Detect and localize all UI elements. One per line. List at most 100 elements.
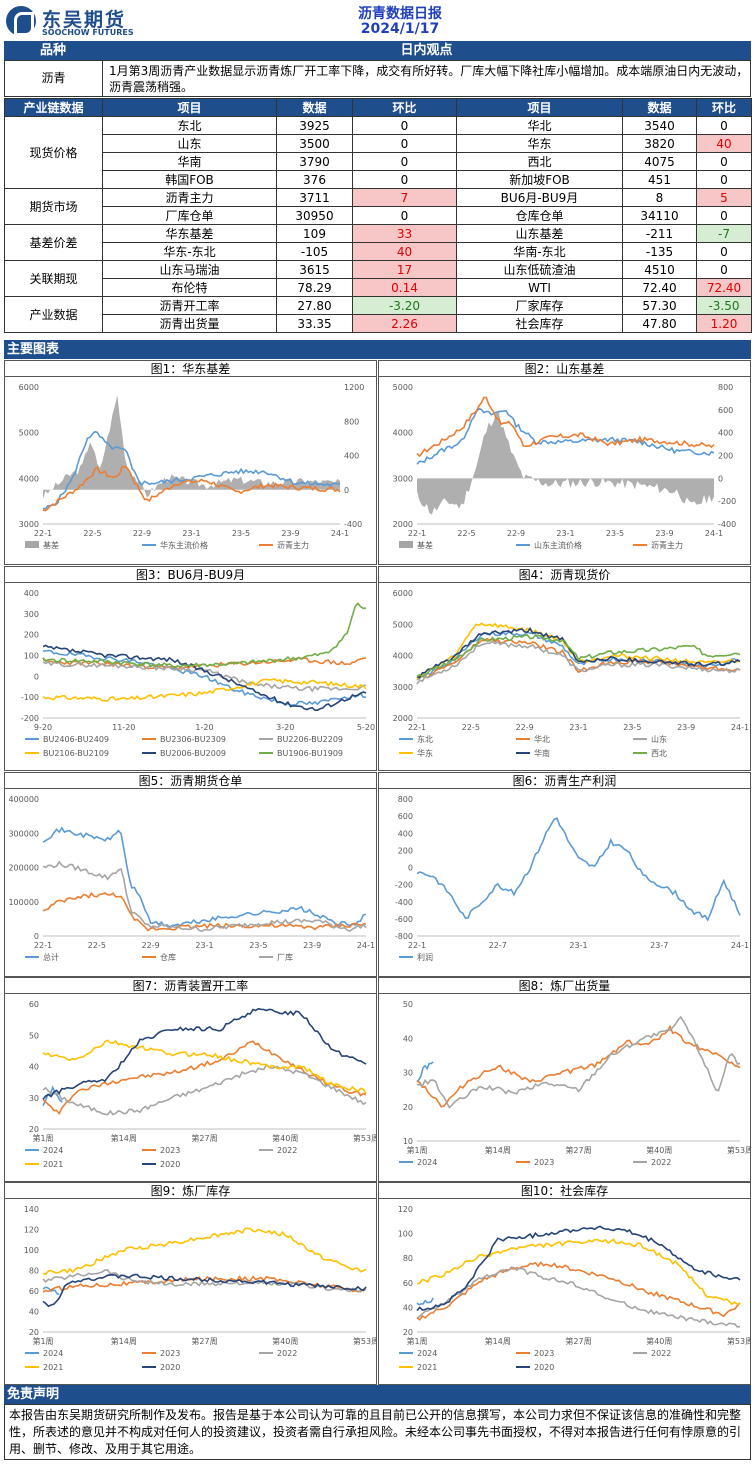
table-cell-item: 华北: [456, 116, 623, 135]
chart-title: 图3：BU6月-BU9月: [5, 567, 376, 583]
series-line: [416, 1297, 434, 1306]
table-category: 期货市场: [4, 188, 103, 225]
y2-tick-label: -200: [718, 497, 736, 506]
x-tick-label: 22-1: [408, 529, 426, 538]
y-tick-label: 5000: [19, 429, 39, 438]
series-line: [416, 1266, 741, 1328]
table-cell-item: 山东马瑞油: [102, 260, 277, 279]
chart-panel: 图3：BU6月-BU9月 400 300 200 100 0 -100 -200 9-20 11-…: [4, 566, 377, 771]
table-header-2: 数据: [276, 98, 353, 117]
chart-panel: 图10：社会库存 120 100 80 60 40 20 第1周 第14周 第27周 第40周 第53…: [378, 1182, 751, 1385]
y-tick-label: 50: [403, 1000, 413, 1009]
table-cell-change: 5: [696, 188, 752, 207]
x-tick-label: 22-5: [457, 529, 475, 538]
table-cell-item: 华东-东北: [102, 242, 277, 261]
chart-panel: 图4：沥青现货价 6000 5000 4000 3000 2000 22-1 22-5 22-9…: [378, 566, 751, 771]
view-header: 日内观点: [400, 43, 453, 58]
y-tick-label: 5000: [393, 620, 413, 629]
report-title: 沥青数据日报: [358, 6, 442, 22]
table-cell-change: -3.20: [352, 296, 457, 315]
table-cell-value: 78.29: [276, 278, 353, 297]
legend-label: 山东主流价格: [534, 540, 582, 550]
y-tick-label: 800: [398, 795, 413, 804]
y2-tick-label: 400: [344, 452, 359, 461]
series-line: [42, 644, 367, 711]
table-cell-item: 山东: [102, 134, 277, 153]
y-tick-label: 100: [24, 652, 39, 661]
x-tick-label: 23-1: [556, 529, 574, 538]
y-tick-label: 120: [398, 1205, 413, 1214]
y-tick-label: 3000: [19, 520, 39, 529]
legend-label: BU1906-BU1909: [277, 749, 343, 758]
chart-title: 图2：山东基差: [379, 361, 750, 377]
x-tick-label: 第27周: [191, 1133, 217, 1143]
legend-label: BU2006-BU2009: [160, 749, 226, 758]
table-cell-item: 山东基差: [456, 224, 623, 243]
x-tick-label: 第53周: [727, 1145, 750, 1155]
y-tick-label: 0: [34, 672, 39, 681]
x-tick-label: 22-7: [489, 941, 507, 950]
table-cell-item: 厂家库存: [456, 296, 623, 315]
legend-label: 仓库: [160, 952, 176, 962]
chart-title: 图5：沥青期货仓单: [5, 773, 376, 789]
y2-tick-label: 1200: [344, 383, 364, 392]
y-tick-label: 40: [29, 1063, 39, 1072]
x-tick-label: 第14周: [111, 1336, 137, 1346]
legend-label: 2022: [277, 1146, 297, 1155]
y-tick-label: 5000: [393, 383, 413, 392]
series-line: [42, 465, 341, 512]
table-cell-item: 华南-东北: [456, 242, 623, 261]
table-cell-item: BU6月-BU9月: [456, 188, 623, 207]
x-tick-label: 第27周: [565, 1145, 591, 1155]
industry-data-table: 产业链数据 项目 数据 环比 项目 数据 环比 现货价格 东北 3925 0 华北 3540 0 山东 350…: [4, 98, 752, 333]
disclaimer-bar: 免责声明: [4, 1385, 751, 1404]
logo-chinese: 东吴期货: [42, 9, 127, 31]
legend-label: 2023: [160, 1146, 180, 1155]
legend-label: 2022: [651, 1349, 671, 1358]
table-cell-value: 109: [276, 224, 353, 243]
table-category: 现货价格: [4, 116, 103, 189]
y2-tick-label: 800: [718, 383, 733, 392]
table-cell-item: 东北: [102, 116, 277, 135]
series-line: [416, 1225, 741, 1312]
y-tick-label: -100: [21, 693, 39, 702]
series-line: [43, 649, 367, 707]
table-cell-item: 西北: [456, 152, 623, 171]
disclaimer-text: 本报告由东吴期货研究所制作及发布。报告是基于本公司认为可靠的且目前已公开的信息撰…: [4, 1404, 751, 1460]
table-cell-item: 布伦特: [102, 278, 277, 297]
table-row: 关联期现 山东马瑞油 3615 17 山东低硫渣油 4510 0: [4, 260, 752, 297]
series-line: [416, 1261, 741, 1321]
table-row: 期货市场 沥青主力 3711 7 BU6月-BU9月 8 5: [4, 188, 752, 225]
legend-label: 2024: [43, 1146, 63, 1155]
series-area: [417, 410, 714, 515]
y-tick-label: 60: [403, 1279, 413, 1288]
series-line: [42, 602, 367, 669]
x-tick-label: 23-5: [606, 529, 624, 538]
table-category: 产业数据: [4, 296, 103, 333]
y-tick-label: 60: [29, 1000, 39, 1009]
legend-label: 华东主流价格: [160, 540, 208, 550]
y-tick-label: 6000: [393, 589, 413, 598]
table-cell-value: 4075: [622, 152, 697, 171]
y2-tick-label: 0: [344, 486, 349, 495]
table-cell-item: 社会库存: [456, 314, 623, 333]
y-tick-label: -400: [395, 898, 413, 907]
y-tick-label: 140: [24, 1205, 39, 1214]
table-row: 华东-东北 -105 40 华南-东北 -135 0: [5, 242, 752, 261]
table-cell-item: 山东低硫渣油: [456, 260, 623, 279]
chart-panel: 图7：沥青装置开工率 60 50 40 30 20 第1周 第14周 第27周 第40周 第53周 2…: [4, 977, 377, 1182]
x-tick-label: 23-5: [249, 941, 267, 950]
legend-label: 2020: [534, 1363, 554, 1372]
chart-title: 图10：社会库存: [379, 1183, 750, 1199]
series-line: [416, 626, 741, 679]
company-logo: 东吴期货 SOOCHOW FUTURES: [6, 4, 156, 38]
x-tick-label: 第1周: [32, 1133, 53, 1143]
y-tick-label: 600: [398, 812, 413, 821]
table-cell-value: 3500: [276, 134, 353, 153]
table-cell-change: 0: [696, 242, 752, 261]
table-cell-value: 8: [622, 188, 697, 207]
